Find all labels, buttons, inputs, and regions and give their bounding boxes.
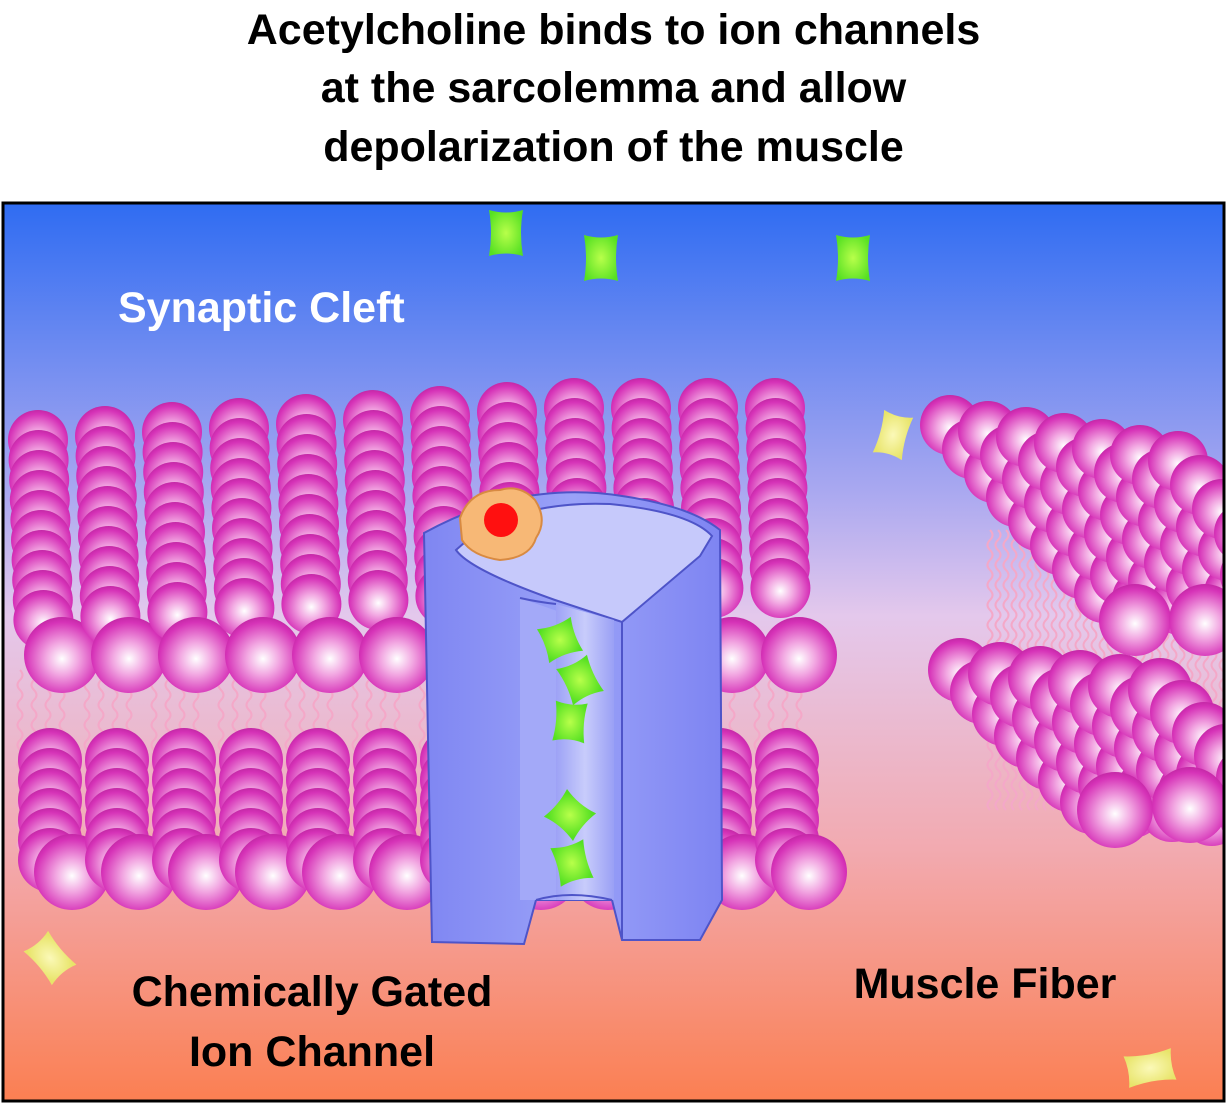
phospholipid-head-icon	[1077, 772, 1153, 848]
phospholipid-head-icon	[292, 617, 368, 693]
ion-icon	[550, 839, 594, 887]
phospholipid-head-icon	[359, 617, 435, 693]
phospholipid-head-icon	[225, 617, 301, 693]
ion-icon	[543, 788, 597, 842]
membrane-illustration: Synaptic Cleft Chemically Gated Ion Chan…	[1, 201, 1226, 1103]
channel-label-line-2: Ion Channel	[189, 1028, 435, 1076]
ion-icon	[836, 235, 870, 281]
ion-icon	[556, 654, 604, 706]
phospholipid-head-icon	[348, 570, 409, 630]
acetylcholine-receptor	[458, 487, 543, 562]
other-ion-icon	[23, 930, 77, 986]
phospholipid-head-icon	[771, 834, 847, 910]
ion-icon	[584, 235, 618, 281]
acetylcholine-icon	[484, 503, 518, 537]
phospholipid-head-icon	[91, 617, 167, 693]
phospholipid-head-icon	[24, 617, 100, 693]
title-line-3: depolarization of the muscle	[323, 123, 904, 171]
diagram-frame	[1, 201, 1226, 1103]
phospholipid-head-icon	[1214, 510, 1224, 556]
title-line-2: at the sarcolemma and allow	[320, 64, 907, 112]
other-ion-icon	[1123, 1048, 1177, 1088]
phospholipid-head-icon	[158, 617, 234, 693]
channel-label-line-1: Chemically Gated	[132, 968, 493, 1016]
synaptic-cleft-label: Synaptic Cleft	[118, 284, 405, 332]
muscle-fiber-label: Muscle Fiber	[854, 960, 1117, 1008]
phospholipid-head-icon	[1169, 584, 1224, 656]
ions-layer	[23, 210, 1177, 1088]
ion-icon	[489, 210, 523, 256]
ion-icon	[536, 616, 584, 664]
title-line-1: Acetylcholine binds to ion channels	[246, 6, 981, 54]
phospholipid-head-icon	[750, 558, 811, 618]
phospholipid-head-icon	[1099, 584, 1171, 656]
ion-icon	[552, 700, 588, 744]
phospholipid-head-icon	[1152, 767, 1224, 843]
other-ion-icon	[872, 409, 914, 461]
phospholipid-head-icon	[761, 617, 837, 693]
